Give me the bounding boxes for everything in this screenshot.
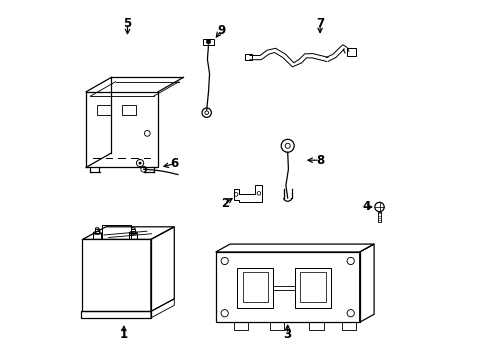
Bar	[129, 233, 137, 239]
Bar	[81, 311, 151, 318]
Bar	[203, 39, 213, 45]
Bar	[377, 212, 381, 222]
Bar	[309, 322, 323, 330]
Text: 7: 7	[315, 17, 324, 30]
Bar	[242, 272, 267, 302]
Bar	[233, 322, 247, 330]
Bar	[131, 229, 135, 233]
Bar	[294, 268, 330, 308]
Bar	[244, 54, 251, 60]
Bar	[341, 322, 355, 330]
Circle shape	[139, 162, 141, 165]
Bar	[237, 268, 273, 308]
Bar	[122, 105, 136, 115]
Text: 4: 4	[362, 201, 370, 213]
Bar	[269, 322, 284, 330]
Bar	[82, 239, 151, 311]
Text: 3: 3	[283, 328, 291, 341]
Text: 9: 9	[217, 24, 225, 37]
Text: 2: 2	[220, 197, 228, 210]
Bar	[95, 229, 99, 233]
Text: 6: 6	[170, 157, 178, 170]
Text: 5: 5	[123, 17, 131, 30]
Text: 8: 8	[315, 154, 324, 167]
Bar	[346, 48, 355, 56]
Bar	[93, 233, 101, 239]
Bar	[97, 105, 111, 115]
Circle shape	[206, 40, 210, 44]
Bar	[300, 272, 325, 302]
Text: 1: 1	[120, 328, 128, 341]
Bar	[215, 252, 359, 322]
